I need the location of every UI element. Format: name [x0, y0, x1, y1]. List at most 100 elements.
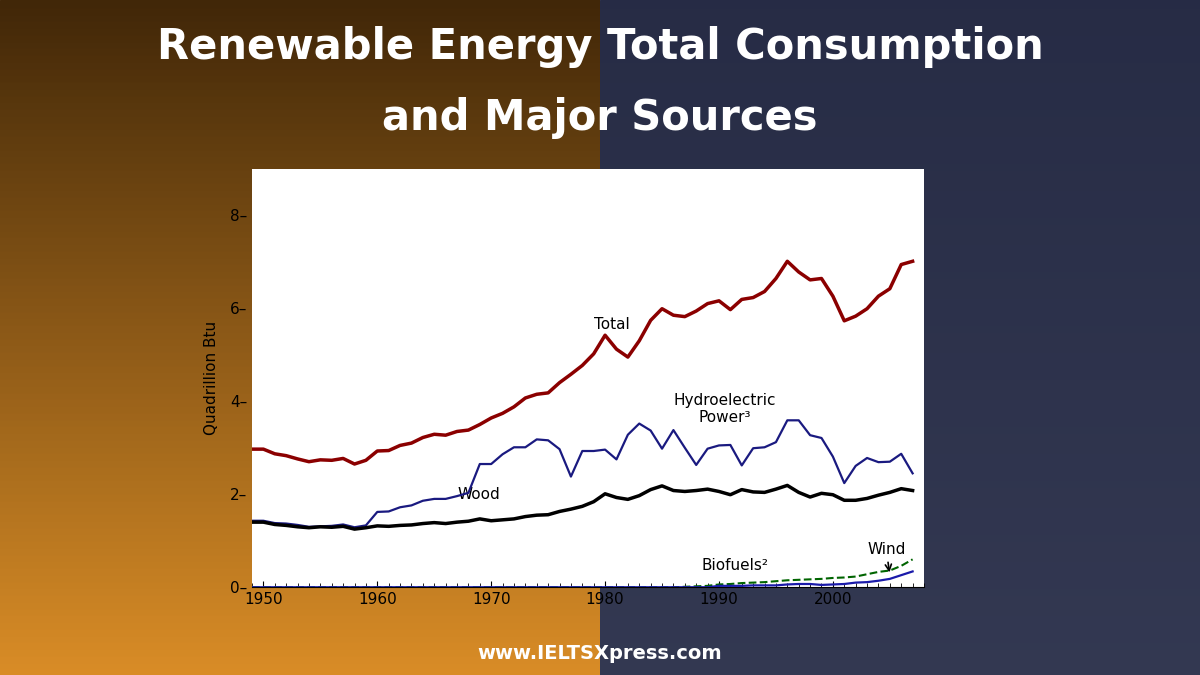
Bar [0, 439, 600, 446]
Bar [600, 371, 1200, 378]
Bar [0, 216, 600, 223]
Bar [600, 270, 1200, 277]
Bar [600, 432, 1200, 439]
Bar [0, 385, 600, 391]
Bar [0, 135, 600, 142]
Text: www.IELTSXpress.com: www.IELTSXpress.com [478, 643, 722, 663]
Bar [600, 500, 1200, 506]
Bar [600, 68, 1200, 74]
Bar [600, 668, 1200, 675]
Text: Total: Total [594, 317, 630, 332]
Bar [600, 27, 1200, 34]
Bar [600, 621, 1200, 628]
Bar [600, 641, 1200, 648]
Bar [0, 641, 600, 648]
Bar [0, 290, 600, 297]
Bar [0, 27, 600, 34]
Bar [600, 439, 1200, 446]
Text: Hydroelectric
Power³: Hydroelectric Power³ [673, 393, 776, 425]
Bar [600, 405, 1200, 412]
Bar [0, 88, 600, 94]
Bar [0, 513, 600, 520]
Bar [0, 155, 600, 162]
Bar [0, 418, 600, 425]
Bar [0, 500, 600, 506]
Bar [0, 61, 600, 68]
Bar [600, 378, 1200, 385]
Bar [0, 223, 600, 230]
Bar [600, 20, 1200, 27]
Bar [0, 466, 600, 472]
Bar [0, 614, 600, 621]
Bar [0, 452, 600, 459]
Bar [0, 209, 600, 216]
Bar [600, 128, 1200, 135]
Bar [600, 256, 1200, 263]
Bar [600, 169, 1200, 176]
Bar [600, 385, 1200, 391]
Bar [600, 81, 1200, 88]
Bar [0, 236, 600, 243]
Text: Wood: Wood [457, 487, 499, 502]
Bar [600, 189, 1200, 196]
Bar [600, 54, 1200, 61]
Bar [600, 135, 1200, 142]
Bar [0, 317, 600, 324]
Bar [0, 634, 600, 641]
Bar [600, 324, 1200, 331]
Bar [600, 567, 1200, 574]
Bar [600, 614, 1200, 621]
Bar [600, 472, 1200, 479]
Bar [600, 142, 1200, 148]
Bar [600, 608, 1200, 614]
Bar [0, 506, 600, 513]
Bar [600, 364, 1200, 371]
Bar [600, 547, 1200, 553]
Bar [0, 122, 600, 128]
Bar [0, 554, 600, 560]
Bar [600, 398, 1200, 405]
Bar [0, 202, 600, 209]
Bar [0, 405, 600, 412]
Bar [0, 7, 600, 14]
Bar [600, 310, 1200, 317]
Bar [0, 655, 600, 662]
Bar [0, 520, 600, 526]
Bar [0, 446, 600, 452]
Bar [600, 230, 1200, 236]
Bar [600, 284, 1200, 290]
Bar [600, 574, 1200, 580]
Bar [0, 14, 600, 20]
Bar [600, 560, 1200, 567]
Bar [600, 250, 1200, 256]
Bar [600, 101, 1200, 108]
Bar [0, 68, 600, 74]
Bar [600, 162, 1200, 169]
Bar [0, 526, 600, 533]
Bar [600, 520, 1200, 526]
Text: Biofuels²: Biofuels² [702, 558, 769, 572]
Bar [600, 243, 1200, 250]
Bar [0, 95, 600, 101]
Bar [0, 310, 600, 317]
Bar [0, 560, 600, 567]
Bar [0, 162, 600, 169]
Bar [0, 148, 600, 155]
Bar [0, 169, 600, 176]
Bar [0, 648, 600, 655]
Bar [600, 554, 1200, 560]
Text: and Major Sources: and Major Sources [383, 97, 817, 139]
Bar [600, 108, 1200, 115]
Bar [0, 540, 600, 547]
Bar [600, 392, 1200, 398]
Bar [0, 230, 600, 236]
Bar [0, 182, 600, 189]
Bar [0, 0, 600, 7]
Bar [0, 40, 600, 47]
Text: Wind: Wind [868, 542, 906, 570]
Bar [0, 371, 600, 378]
Bar [0, 472, 600, 479]
Bar [0, 263, 600, 270]
Bar [0, 196, 600, 202]
Bar [0, 621, 600, 628]
